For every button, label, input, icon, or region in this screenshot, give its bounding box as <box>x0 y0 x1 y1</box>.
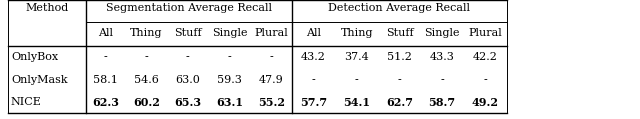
Text: 58.1: 58.1 <box>93 75 118 85</box>
Text: -: - <box>398 75 401 85</box>
Text: -: - <box>145 52 148 62</box>
Text: 63.1: 63.1 <box>216 97 243 108</box>
Text: All: All <box>98 28 113 38</box>
Text: 65.3: 65.3 <box>174 97 202 108</box>
Text: OnlyMask: OnlyMask <box>11 75 67 85</box>
Text: Plural: Plural <box>468 28 502 38</box>
Text: -: - <box>440 75 444 85</box>
Text: -: - <box>104 52 108 62</box>
Text: Single: Single <box>212 28 247 38</box>
Text: 58.7: 58.7 <box>428 97 456 108</box>
Text: 63.0: 63.0 <box>175 75 200 85</box>
Text: NICE: NICE <box>11 97 42 107</box>
Text: 54.1: 54.1 <box>343 97 371 108</box>
Text: -: - <box>228 52 231 62</box>
Text: Single: Single <box>424 28 460 38</box>
Text: Method: Method <box>26 3 68 13</box>
Text: Segmentation Average Recall: Segmentation Average Recall <box>106 3 272 13</box>
Text: 43.2: 43.2 <box>301 52 326 62</box>
Text: 60.2: 60.2 <box>133 97 159 108</box>
Text: -: - <box>186 52 189 62</box>
Text: 37.4: 37.4 <box>344 52 369 62</box>
Text: 62.3: 62.3 <box>92 97 119 108</box>
Text: 47.9: 47.9 <box>259 75 284 85</box>
Text: All: All <box>306 28 321 38</box>
Text: 42.2: 42.2 <box>473 52 497 62</box>
Text: -: - <box>355 75 358 85</box>
Text: 59.3: 59.3 <box>217 75 242 85</box>
Text: Detection Average Recall: Detection Average Recall <box>328 3 470 13</box>
Text: Plural: Plural <box>255 28 288 38</box>
Text: 62.7: 62.7 <box>386 97 413 108</box>
Text: 54.6: 54.6 <box>134 75 159 85</box>
Text: 57.7: 57.7 <box>300 97 327 108</box>
Text: OnlyBox: OnlyBox <box>11 52 58 62</box>
Text: -: - <box>269 52 273 62</box>
Text: Thing: Thing <box>340 28 373 38</box>
Text: -: - <box>483 75 487 85</box>
Text: 55.2: 55.2 <box>258 97 285 108</box>
Text: Stuff: Stuff <box>174 28 202 38</box>
Text: 43.3: 43.3 <box>429 52 454 62</box>
Text: -: - <box>312 75 315 85</box>
Text: Thing: Thing <box>130 28 163 38</box>
Text: 51.2: 51.2 <box>387 52 412 62</box>
Text: Stuff: Stuff <box>386 28 413 38</box>
Text: 49.2: 49.2 <box>472 97 499 108</box>
